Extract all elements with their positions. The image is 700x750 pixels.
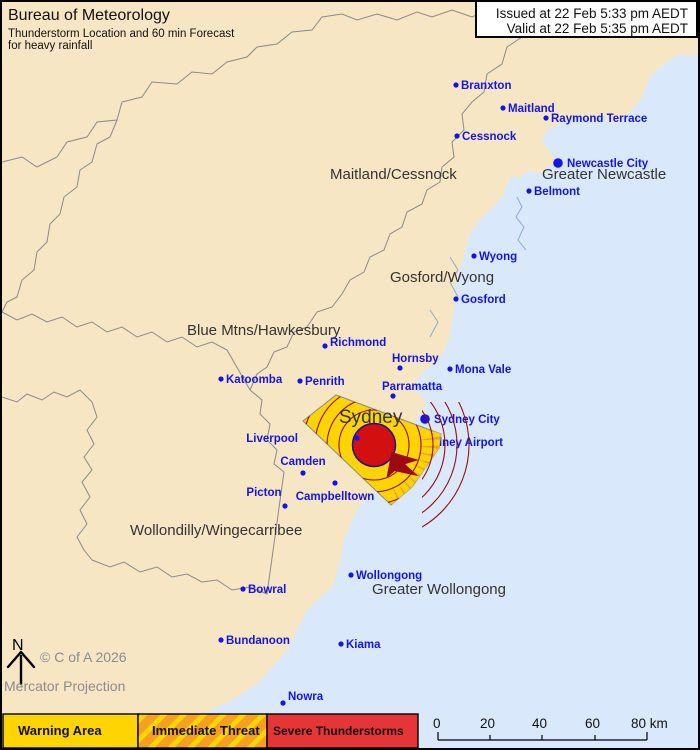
svg-text:Mona Vale: Mona Vale	[455, 364, 511, 376]
svg-text:Liverpool: Liverpool	[246, 433, 298, 445]
svg-text:Katoomba: Katoomba	[226, 374, 283, 386]
svg-text:Newcastle City: Newcastle City	[567, 158, 649, 170]
svg-text:Parramatta: Parramatta	[382, 381, 443, 393]
svg-text:Immediate Threat: Immediate Threat	[152, 723, 260, 738]
svg-text:Cessnock: Cessnock	[462, 131, 517, 143]
svg-text:Camden: Camden	[280, 456, 325, 468]
svg-text:Wollongong: Wollongong	[356, 570, 422, 582]
svg-text:Gosford/Wyong: Gosford/Wyong	[390, 269, 494, 286]
svg-text:Blue Mtns/Hawkesbury: Blue Mtns/Hawkesbury	[187, 322, 341, 339]
svg-text:Hornsby: Hornsby	[392, 353, 439, 365]
svg-text:Warning Area: Warning Area	[18, 723, 102, 738]
svg-text:Belmont: Belmont	[534, 186, 580, 198]
svg-text:Maitland/Cessnock: Maitland/Cessnock	[330, 166, 457, 183]
svg-text:Campbelltown: Campbelltown	[296, 491, 375, 503]
svg-text:20: 20	[480, 716, 495, 731]
svg-text:Nowra: Nowra	[288, 691, 324, 703]
svg-text:Richmond: Richmond	[330, 337, 386, 349]
svg-text:Penrith: Penrith	[305, 376, 345, 388]
svg-text:Mercator Projection: Mercator Projection	[4, 678, 125, 694]
svg-text:Raymond Terrace: Raymond Terrace	[551, 113, 647, 125]
svg-text:Wyong: Wyong	[479, 251, 517, 263]
svg-text:0: 0	[433, 716, 441, 731]
svg-text:Sydney: Sydney	[339, 407, 403, 428]
svg-text:Wollondilly/Wingecarribee: Wollondilly/Wingecarribee	[130, 522, 302, 539]
svg-text:Branxton: Branxton	[461, 80, 511, 92]
svg-text:Severe Thunderstorms: Severe Thunderstorms	[273, 724, 404, 738]
svg-text:Greater Wollongong: Greater Wollongong	[372, 581, 506, 598]
svg-text:Maitland: Maitland	[508, 103, 555, 115]
svg-text:© C of A 2026: © C of A 2026	[40, 649, 127, 665]
svg-text:Bundanoon: Bundanoon	[226, 635, 290, 647]
svg-text:60: 60	[585, 716, 600, 731]
svg-text:40: 40	[532, 716, 547, 731]
svg-text:Bowral: Bowral	[248, 584, 286, 596]
svg-text:N: N	[12, 637, 24, 654]
svg-text:Kiama: Kiama	[346, 639, 381, 651]
svg-text:Picton: Picton	[246, 487, 281, 499]
svg-text:80 km: 80 km	[631, 716, 668, 731]
svg-text:Gosford: Gosford	[461, 294, 506, 306]
